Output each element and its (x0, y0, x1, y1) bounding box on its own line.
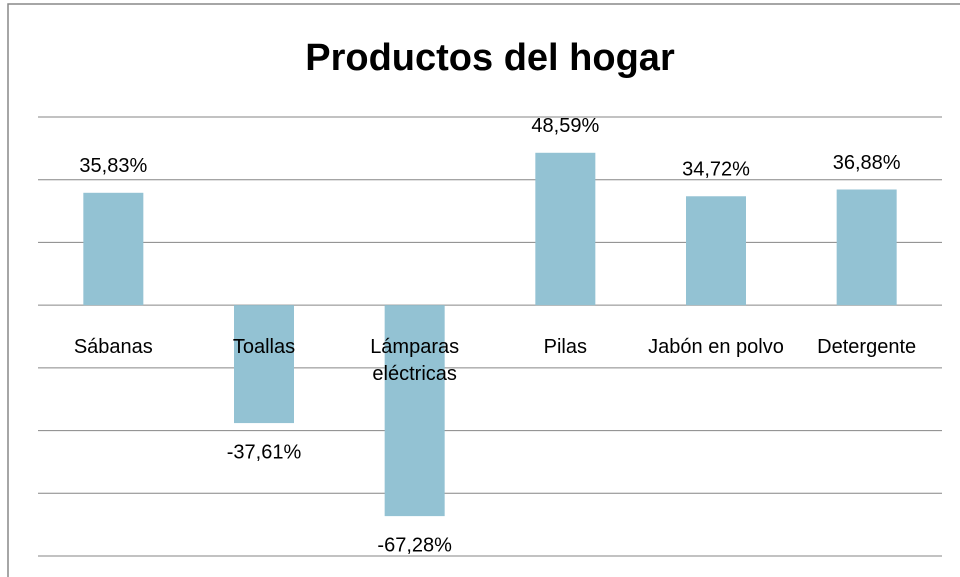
bar (384, 305, 445, 517)
data-label: -67,28% (377, 534, 452, 556)
bar (836, 189, 897, 306)
bar (535, 152, 596, 306)
data-label: 34,72% (682, 159, 750, 181)
x-tick-label: Pilas (543, 336, 587, 359)
x-tick-label: Lámparas eléctricas (370, 336, 460, 386)
bar (686, 196, 746, 306)
x-tick-label: Detergente (817, 336, 917, 359)
bar (83, 192, 144, 306)
data-label: 48,59% (531, 115, 599, 137)
x-tick-label: Toallas (232, 336, 296, 359)
chart-frame (7, 3, 960, 577)
x-tick-label: Sábanas (73, 336, 153, 359)
data-label: -37,61% (227, 441, 302, 463)
data-label: 36,88% (833, 152, 901, 174)
chart-title: Productos del hogar (305, 37, 675, 79)
bar (234, 305, 294, 424)
data-label: 35,83% (79, 155, 147, 177)
x-tick-label: Jabón en polvo (648, 336, 784, 359)
